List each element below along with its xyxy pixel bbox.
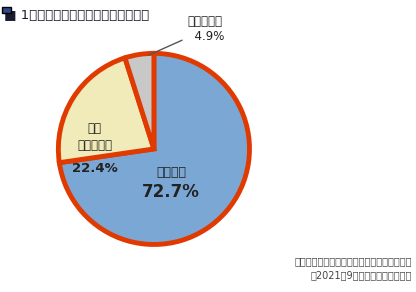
Wedge shape — [125, 53, 154, 149]
Wedge shape — [58, 58, 154, 163]
Wedge shape — [59, 53, 250, 244]
Text: ■ 1カ月以上休職した人の収入の変化: ■ 1カ月以上休職した人の収入の変化 — [4, 9, 149, 22]
Text: 減少
しなかった: 減少 しなかった — [77, 122, 112, 152]
Text: 「被用者保険加入者へのインターネット調査
（2021年9月アフラック実施）」: 「被用者保険加入者へのインターネット調査 （2021年9月アフラック実施）」 — [295, 256, 412, 280]
Text: 減少した: 減少した — [156, 166, 186, 179]
Text: わからない
  4.9%: わからない 4.9% — [149, 15, 225, 55]
Text: 22.4%: 22.4% — [72, 161, 118, 175]
Text: 72.7%: 72.7% — [142, 183, 200, 201]
